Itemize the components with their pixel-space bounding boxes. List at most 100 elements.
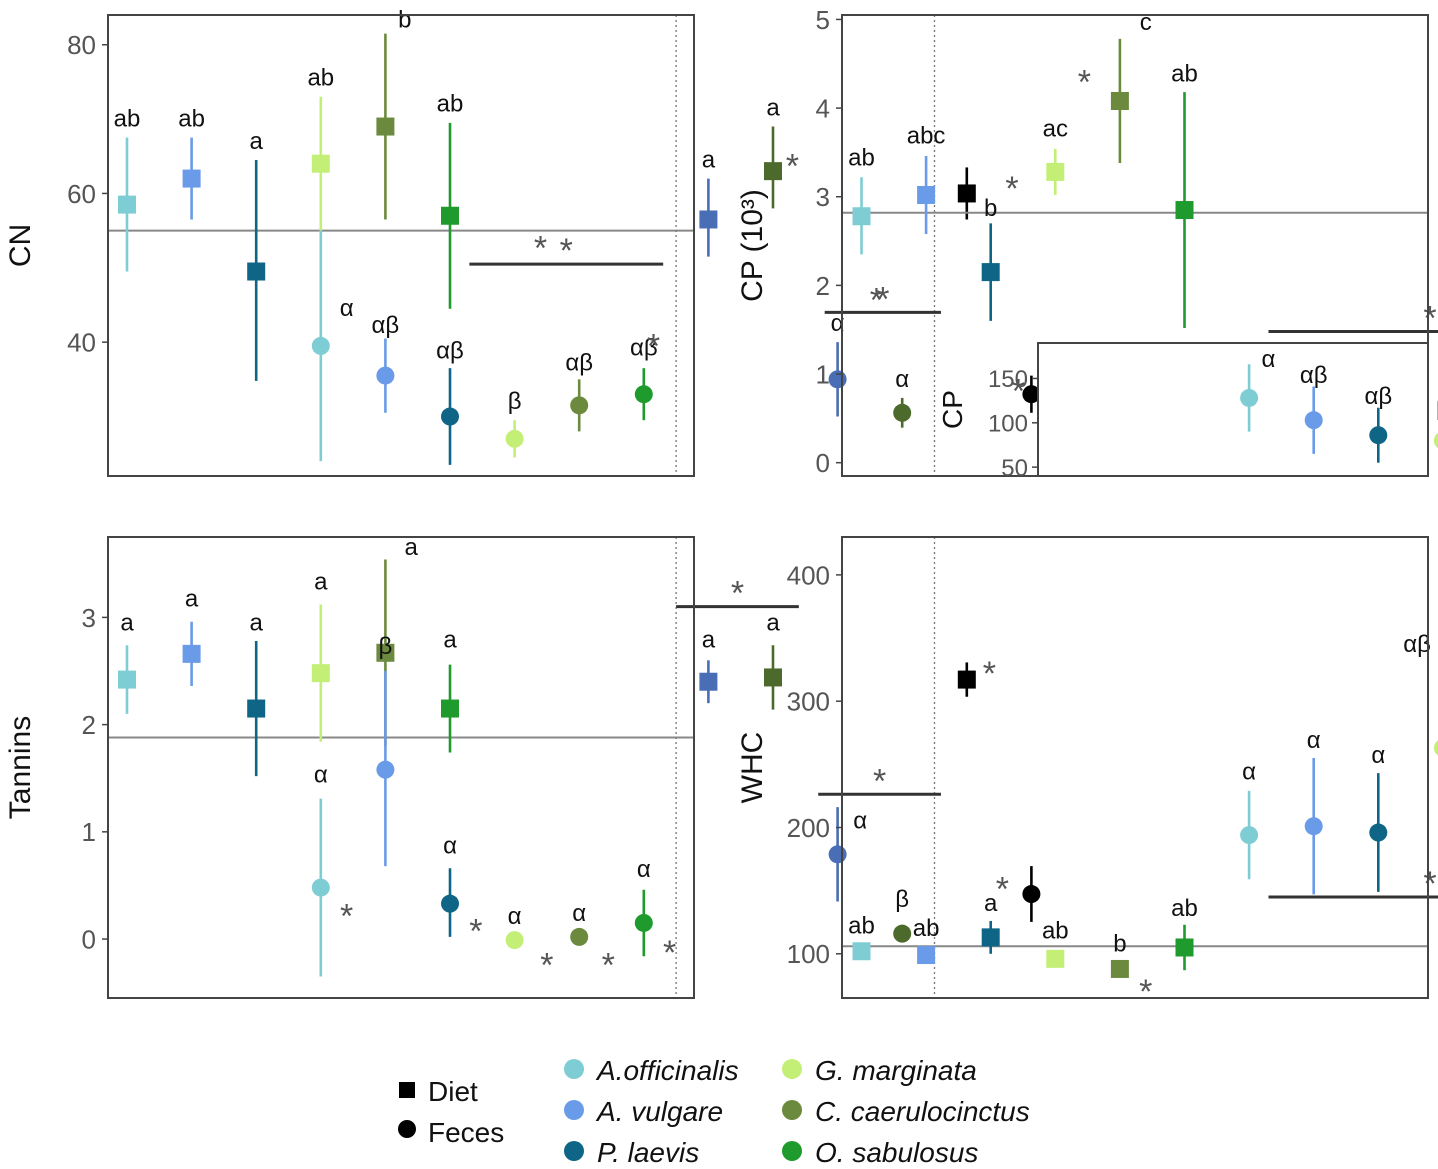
y-tick-label: 150	[988, 366, 1028, 393]
diet-marker	[981, 928, 1000, 947]
significance-star: *	[1423, 299, 1436, 337]
diet-marker	[182, 169, 201, 188]
y-axis-label: CP (10³)	[736, 189, 769, 302]
y-tick-label: 50	[1001, 455, 1028, 482]
diet-marker	[1046, 162, 1065, 181]
y-tick-label: 60	[67, 179, 96, 209]
group-letter: α	[508, 903, 522, 930]
y-tick-label: 4	[816, 93, 830, 123]
significance-star: *	[1005, 170, 1018, 208]
legend-feces-label: Feces	[428, 1117, 504, 1148]
feces-marker	[1240, 826, 1259, 845]
group-letter: a	[250, 128, 264, 155]
y-tick-label: 2	[816, 271, 830, 301]
significance-star: *	[340, 897, 353, 935]
group-letter: αβ	[630, 335, 658, 362]
y-tick-label: 300	[787, 687, 830, 717]
significance-star: *	[1012, 372, 1025, 410]
diet-marker	[1175, 938, 1194, 957]
legend-species-label: A. vulgare	[595, 1096, 723, 1127]
y-tick-label: 200	[787, 813, 830, 843]
diet-marker	[957, 670, 976, 689]
group-letter: ac	[1043, 115, 1068, 142]
y-tick-label: 100	[787, 939, 830, 969]
diet-marker	[1110, 959, 1129, 978]
feces-marker	[376, 760, 395, 779]
group-letter: αβ	[436, 338, 464, 365]
group-letter: b	[984, 195, 997, 222]
feces-marker	[1433, 740, 1438, 756]
y-axis-label: CP	[937, 390, 968, 429]
group-letter: αβ	[372, 312, 400, 339]
significance-star: *	[1139, 973, 1152, 1011]
legend-species-label: A.officinalis	[595, 1055, 739, 1086]
diet-marker	[764, 162, 782, 181]
group-letter: a	[702, 626, 716, 653]
significance-star: *	[647, 328, 660, 366]
feces-marker	[1022, 885, 1041, 904]
legend-swatch	[564, 1141, 584, 1161]
y-tick-label: 400	[787, 560, 830, 590]
y-tick-label: 3	[816, 182, 830, 212]
significance-star: *	[602, 947, 615, 985]
diet-marker	[441, 699, 459, 718]
cp-inset: 50100150CPααβαββαβαβαα*	[937, 342, 1438, 482]
feces-marker	[505, 429, 524, 448]
feces-marker	[570, 927, 589, 946]
group-letter: a	[185, 586, 199, 613]
feces-marker	[634, 913, 653, 932]
group-letter: αβ	[1300, 362, 1328, 389]
feces-marker	[1369, 823, 1388, 842]
diet-marker	[247, 699, 266, 718]
legend-species-label: C. caerulocinctus	[815, 1096, 1030, 1127]
significance-star: *	[873, 762, 886, 800]
feces-marker	[1304, 411, 1323, 430]
feces-marker	[1369, 426, 1388, 445]
y-tick-label: 1	[82, 817, 96, 847]
group-letter: a	[120, 609, 134, 636]
significance-star: *	[534, 230, 547, 268]
y-axis-label: Tannins	[4, 716, 37, 819]
group-letter: α	[443, 832, 457, 859]
group-letter: a	[443, 626, 457, 653]
legend-swatch	[782, 1100, 802, 1120]
diet-marker	[118, 670, 136, 689]
group-letter: α	[1307, 727, 1321, 754]
significance-star: *	[996, 871, 1009, 909]
legend-species-label: O. sabulosus	[815, 1137, 978, 1168]
group-letter: c	[1140, 9, 1152, 36]
feces-marker	[1240, 388, 1259, 407]
diet-marker	[699, 672, 718, 691]
diet-marker	[441, 206, 459, 225]
group-letter: ab	[307, 65, 334, 92]
group-letter: β	[895, 886, 909, 913]
feces-marker	[634, 385, 653, 404]
legend-species-label: G. marginata	[815, 1055, 977, 1086]
y-tick-label: 5	[816, 5, 830, 35]
diet-marker	[852, 207, 871, 226]
legend-swatch	[782, 1059, 802, 1079]
y-tick-label: 1	[816, 359, 830, 389]
group-letter: β	[1436, 394, 1438, 421]
group-letter: α	[314, 762, 328, 789]
diet-marker	[247, 262, 266, 281]
group-letter: ab	[1171, 60, 1198, 87]
group-letter: a	[766, 609, 780, 636]
group-letter: α	[853, 808, 867, 835]
group-letter: ab	[178, 106, 205, 133]
group-letter: αβ	[1403, 631, 1431, 658]
legend-shape: Diet Feces	[398, 1076, 504, 1148]
legend-swatch	[564, 1100, 584, 1120]
significance-star: *	[1078, 64, 1091, 102]
group-letter: abc	[907, 123, 946, 150]
feces-marker	[1022, 385, 1041, 404]
group-letter: α	[1371, 742, 1385, 769]
panel-whc: 100200300400WHC**ababaabbabααααββαβaaαβ*…	[736, 536, 1438, 1011]
group-letter: α	[637, 856, 651, 883]
group-letter: b	[1113, 930, 1126, 957]
group-letter: ab	[913, 915, 940, 942]
significance-star: *	[560, 232, 573, 270]
diet-marker	[118, 195, 136, 214]
feces-marker	[441, 407, 459, 426]
circle-icon	[398, 1120, 416, 1138]
